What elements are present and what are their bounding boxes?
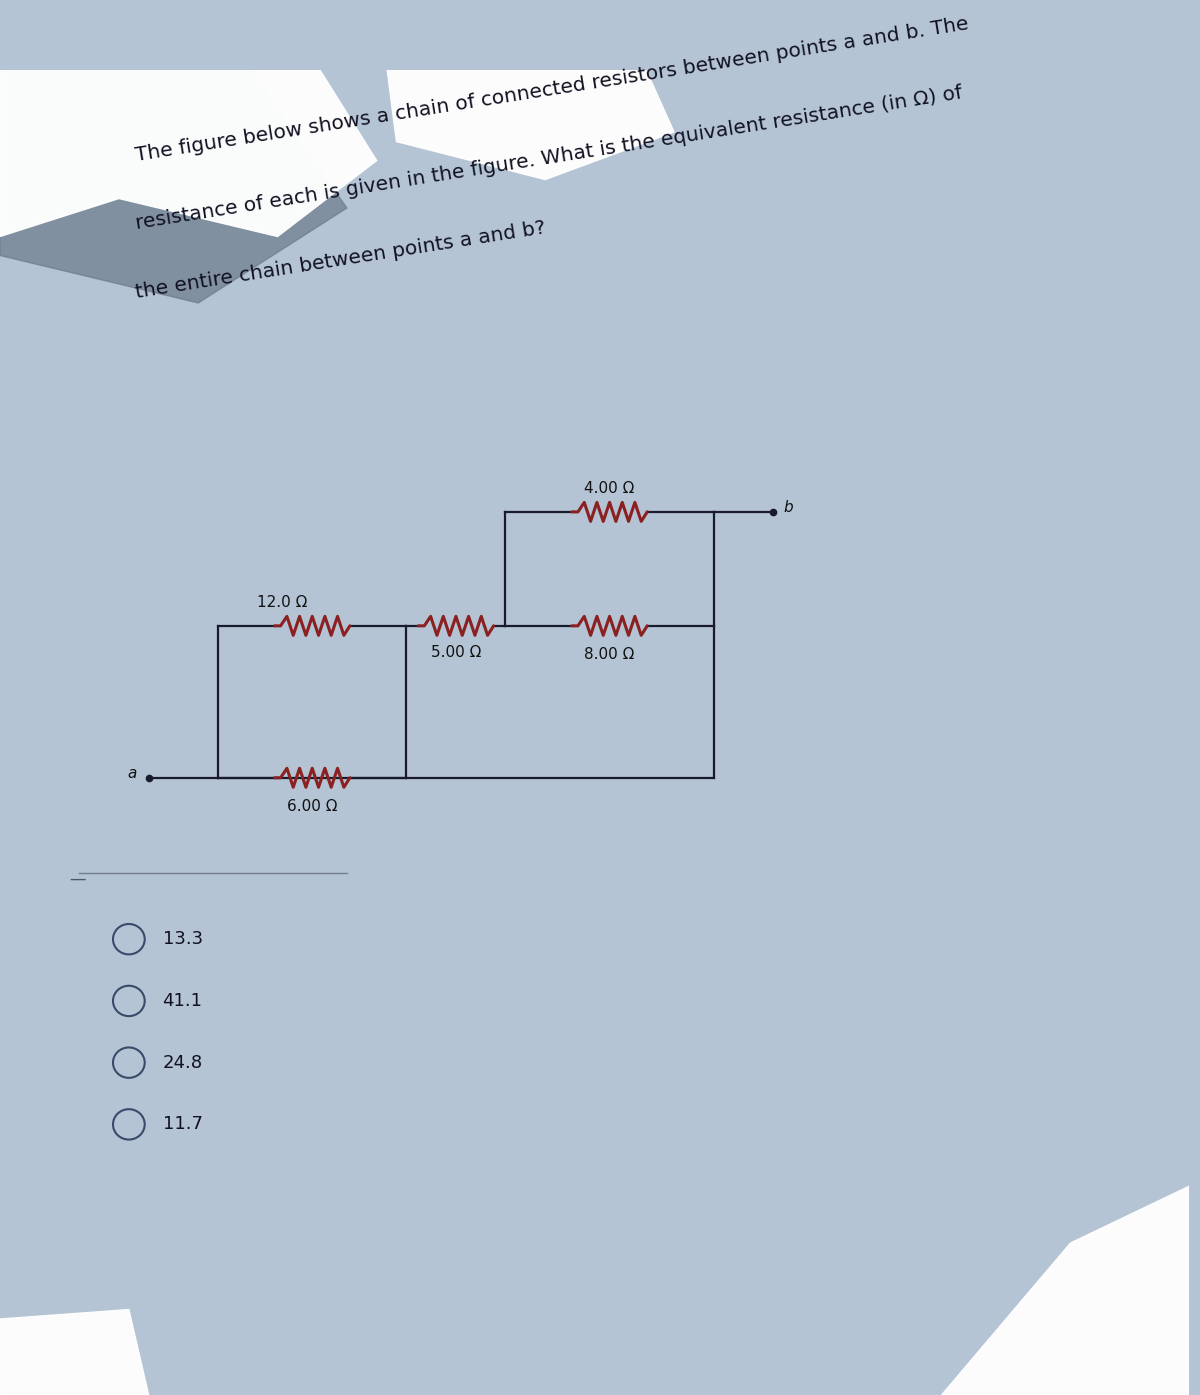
Text: 11.7: 11.7: [162, 1116, 203, 1133]
Polygon shape: [386, 66, 674, 180]
Text: 24.8: 24.8: [162, 1053, 203, 1071]
Text: the entire chain between points a and b?: the entire chain between points a and b?: [134, 218, 547, 301]
Text: resistance of each is given in the figure. What is the equivalent resistance (in: resistance of each is given in the figur…: [134, 84, 964, 233]
Text: a: a: [127, 766, 137, 781]
Text: 13.3: 13.3: [162, 930, 203, 949]
Text: b: b: [784, 499, 793, 515]
Text: 12.0 Ω: 12.0 Ω: [257, 594, 307, 610]
Polygon shape: [0, 1310, 149, 1395]
Text: 4.00 Ω: 4.00 Ω: [584, 481, 635, 495]
Text: —: —: [70, 870, 86, 889]
Text: 8.00 Ω: 8.00 Ω: [584, 647, 635, 661]
Polygon shape: [0, 66, 377, 237]
Text: 5.00 Ω: 5.00 Ω: [431, 644, 481, 660]
Polygon shape: [942, 1186, 1189, 1395]
Text: 41.1: 41.1: [162, 992, 203, 1010]
Text: 6.00 Ω: 6.00 Ω: [287, 799, 337, 813]
Text: The figure below shows a chain of connected resistors between points a and b. Th: The figure below shows a chain of connec…: [134, 14, 970, 165]
Polygon shape: [0, 66, 347, 303]
